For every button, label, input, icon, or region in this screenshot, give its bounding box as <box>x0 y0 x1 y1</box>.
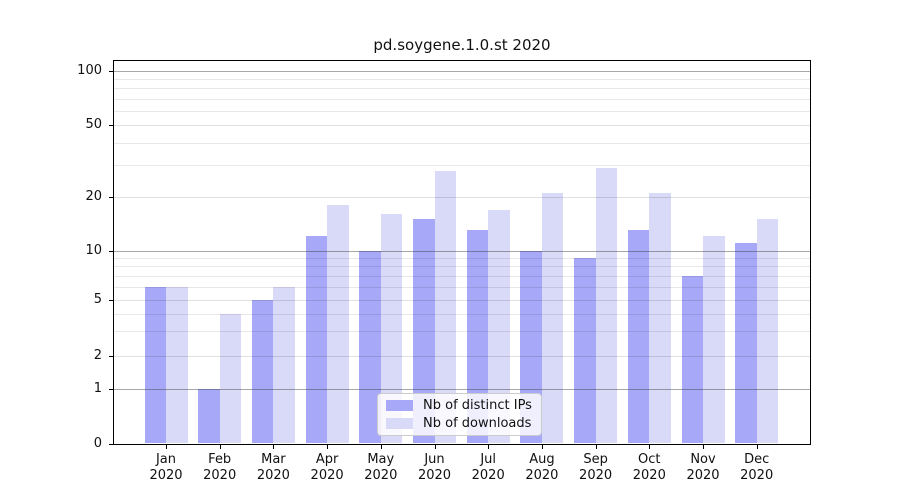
bar-downloads-may <box>380 214 403 443</box>
bar-distinct-ips-feb <box>198 389 220 443</box>
gridline-100 <box>114 71 810 72</box>
bar-downloads-aug <box>541 193 564 443</box>
gridline-10 <box>114 250 810 252</box>
x-tick-label-jul: Jul 2020 <box>471 452 505 483</box>
x-tick-label-mar: Mar 2020 <box>256 452 290 483</box>
bar-downloads-sep <box>595 167 618 443</box>
y-tick-mark <box>109 197 113 198</box>
legend: Nb of distinct IPs Nb of downloads <box>377 393 542 436</box>
bar-distinct-ips-jul <box>466 230 489 443</box>
bar-downloads-feb <box>219 313 242 443</box>
x-tick-mark <box>166 445 167 449</box>
chart-title: pd.soygene.1.0.st 2020 <box>373 36 551 54</box>
x-tick-label-may: May 2020 <box>364 452 398 483</box>
y-tick-label: 2 <box>93 348 102 363</box>
y-tick-label: 10 <box>85 242 102 258</box>
gridline-minor <box>114 275 810 277</box>
bar-distinct-ips-may <box>359 250 381 443</box>
x-tick-label-nov: Nov 2020 <box>686 452 720 483</box>
x-tick-mark <box>273 445 275 449</box>
legend-label-downloads: Nb of downloads <box>423 415 532 431</box>
x-tick-label-sep: Sep 2020 <box>579 452 613 483</box>
bar-downloads-jun <box>434 170 456 443</box>
bar-distinct-ips-nov <box>681 275 703 443</box>
bar-downloads-dec <box>756 219 779 443</box>
bar-distinct-ips-sep <box>574 258 596 443</box>
x-tick-label-jun: Jun 2020 <box>417 452 452 483</box>
gridline-minor <box>114 98 810 100</box>
x-tick-mark <box>756 445 758 449</box>
x-tick-label-feb: Feb 2020 <box>203 452 237 483</box>
gridline-minor <box>114 286 810 288</box>
x-tick-mark <box>649 445 651 449</box>
gridline-minor <box>114 142 810 144</box>
y-tick-label: 0 <box>93 435 102 451</box>
gridline-minor <box>114 88 810 90</box>
bar-distinct-ips-apr <box>305 236 328 443</box>
y-tick-mark <box>109 443 113 445</box>
plot-area <box>113 60 811 445</box>
x-tick-mark <box>541 445 543 449</box>
bar-distinct-ips-jun <box>413 219 435 443</box>
bar-downloads-mar <box>273 286 295 443</box>
gridline-minor <box>114 79 810 81</box>
y-tick-label: 5 <box>93 292 102 307</box>
y-tick-mark <box>109 389 113 390</box>
y-tick-label: 100 <box>77 63 102 78</box>
gridline-20 <box>114 197 810 198</box>
gridline-minor <box>114 331 810 333</box>
x-tick-mark <box>488 445 490 449</box>
y-tick-mark <box>109 250 113 252</box>
x-tick-mark <box>380 445 382 449</box>
gridline-minor <box>114 313 810 315</box>
bar-distinct-ips-mar <box>251 300 274 443</box>
x-tick-label-dec: Dec 2020 <box>740 452 774 483</box>
bar-downloads-jul <box>488 209 510 443</box>
legend-item-distinct-ips: Nb of distinct IPs <box>386 398 533 413</box>
bar-distinct-ips-dec <box>735 243 757 443</box>
y-tick-mark <box>109 300 113 301</box>
gridline-minor <box>114 165 810 167</box>
legend-label-distinct-ips: Nb of distinct IPs <box>423 398 532 414</box>
bar-downloads-jan <box>166 286 188 443</box>
bar-downloads-oct <box>649 193 671 443</box>
gridline-50 <box>114 125 810 126</box>
x-tick-label-aug: Aug 2020 <box>525 452 559 483</box>
x-tick-label-apr: Apr 2020 <box>310 452 344 483</box>
x-tick-mark <box>595 445 597 449</box>
gridline-5 <box>114 300 810 301</box>
gridline-minor <box>114 110 810 112</box>
bar-distinct-ips-oct <box>627 230 650 443</box>
y-tick-label: 1 <box>93 381 102 396</box>
y-tick-label: 20 <box>85 189 102 204</box>
x-tick-label-jan: Jan 2020 <box>149 452 183 483</box>
x-tick-label-oct: Oct 2020 <box>632 452 666 483</box>
gridline-minor <box>114 266 810 268</box>
x-tick-mark <box>434 445 436 449</box>
bar-distinct-ips-jan <box>144 286 166 443</box>
gridline-1 <box>114 389 810 390</box>
gridline-2 <box>114 356 810 357</box>
bar-downloads-nov <box>703 236 725 443</box>
legend-swatch-distinct-ips <box>386 400 413 412</box>
y-tick-mark <box>109 71 113 72</box>
x-tick-mark <box>327 445 329 449</box>
x-tick-mark <box>219 445 221 449</box>
legend-item-downloads: Nb of downloads <box>386 416 533 431</box>
legend-swatch-downloads <box>386 417 413 429</box>
gridline-minor <box>114 258 810 260</box>
y-tick-label: 50 <box>85 117 102 132</box>
x-tick-mark <box>703 445 704 449</box>
y-tick-mark <box>109 125 113 126</box>
bar-downloads-apr <box>327 205 349 443</box>
y-tick-mark <box>109 356 113 357</box>
